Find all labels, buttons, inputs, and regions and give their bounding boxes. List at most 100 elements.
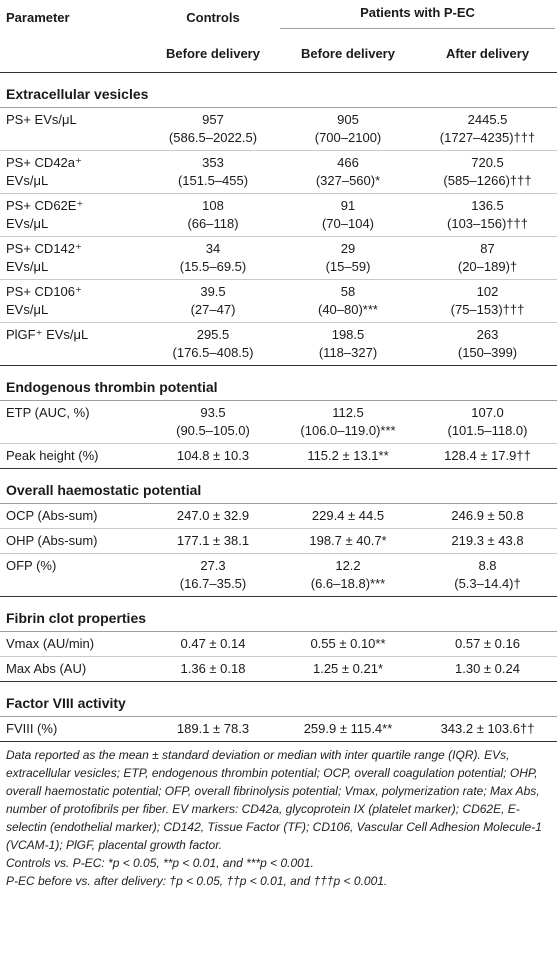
parameter-cell: PS+ CD142⁺ EVs/μL <box>0 236 148 280</box>
table-row: PS+ CD106⁺ EVs/μL 39.5 (27–47) 58 (40–80)*** 1… <box>0 279 557 323</box>
footnote: Data reported as the mean ± standard dev… <box>6 748 542 852</box>
cell-line: OFP (%) <box>6 558 57 573</box>
cell-line: 263 <box>476 327 499 342</box>
cell-line: 1.36 ± 0.18 <box>180 661 246 676</box>
parameter-cell: OHP (Abs-sum) <box>0 528 148 554</box>
cell-line: 34 <box>205 241 221 256</box>
cell-line: 8.8 <box>478 558 497 573</box>
controls-cell: 1.36 ± 0.18 <box>148 656 278 682</box>
cell-line: (40–80)*** <box>318 302 378 317</box>
cell-line: 2445.5 <box>467 112 508 127</box>
cell-line: Max Abs (AU) <box>6 661 87 676</box>
cell-line: (66–118) <box>187 216 239 231</box>
cell-line: EVs/μL <box>6 302 49 317</box>
cell-line: (103–156)††† <box>447 216 528 231</box>
header-patients-after: After delivery <box>418 34 557 73</box>
cell-line: 0.55 ± 0.10** <box>310 636 386 651</box>
cell-line: (106.0–119.0)*** <box>300 423 396 438</box>
before-delivery-cell: 115.2 ± 13.1** <box>278 443 418 469</box>
cell-line: 39.5 <box>200 284 226 299</box>
cell-line: PS+ CD106⁺ <box>6 284 82 299</box>
cell-line: EVs/μL <box>6 173 49 188</box>
cell-line: 905 <box>337 112 359 127</box>
cell-line: 91 <box>340 198 356 213</box>
table-body: Extracellular vesicles PS+ EVs/μL 957 (586.… <box>0 72 557 742</box>
cell-line: 112.5 <box>332 405 364 420</box>
cell-line: 12.2 <box>335 558 361 573</box>
before-delivery-cell: 198.5 (118–327) <box>278 322 418 366</box>
cell-line: 107.0 <box>471 405 504 420</box>
before-delivery-cell: 58 (40–80)*** <box>278 279 418 323</box>
cell-line: Peak height (%) <box>6 448 99 463</box>
cell-line: 102 <box>476 284 499 299</box>
table-row: Peak height (%) 104.8 ± 10.3 115.2 ± 13.1*… <box>0 443 557 469</box>
cell-line: 115.2 ± 13.1** <box>307 448 389 463</box>
after-delivery-cell: 102 (75–153)††† <box>418 279 557 323</box>
section-row: Fibrin clot properties <box>0 596 557 632</box>
parameter-cell: PS+ CD42a⁺ EVs/μL <box>0 150 148 194</box>
table-row: ETP (AUC, %) 93.5 (90.5–105.0) 112.5 (106.0–… <box>0 400 557 444</box>
cell-line: (5.3–14.4)† <box>454 576 521 591</box>
before-delivery-cell: 1.25 ± 0.21* <box>278 656 418 682</box>
cell-line: 0.57 ± 0.16 <box>455 636 520 651</box>
controls-cell: 177.1 ± 38.1 <box>148 528 278 554</box>
cell-line: (15–59) <box>325 259 371 274</box>
cell-line: (585–1266)††† <box>443 173 532 188</box>
cell-line: 189.1 ± 78.3 <box>176 721 250 736</box>
header-controls: Controls <box>186 9 240 25</box>
controls-cell: 957 (586.5–2022.5) <box>148 107 278 151</box>
controls-cell: 189.1 ± 78.3 <box>148 716 278 742</box>
controls-cell: 27.3 (16.7–35.5) <box>148 553 278 597</box>
cell-line: (1727–4235)††† <box>439 130 536 145</box>
section-title: Extracellular vesicles <box>0 72 557 108</box>
before-delivery-cell: 198.7 ± 40.7* <box>278 528 418 554</box>
cell-line: (70–104) <box>321 216 375 231</box>
cell-line: 27.3 <box>200 558 226 573</box>
after-delivery-cell: 8.8 (5.3–14.4)† <box>418 553 557 597</box>
controls-cell: 353 (151.5–455) <box>148 150 278 194</box>
section-row: Extracellular vesicles <box>0 72 557 108</box>
cell-line: PS+ CD142⁺ <box>6 241 82 256</box>
controls-cell: 34 (15.5–69.5) <box>148 236 278 280</box>
table-footnotes: Data reported as the mean ± standard dev… <box>0 742 557 890</box>
before-delivery-cell: 466 (327–560)* <box>278 150 418 194</box>
cell-line: 198.5 <box>331 327 365 342</box>
before-delivery-cell: 229.4 ± 44.5 <box>278 503 418 529</box>
cell-line: (16.7–35.5) <box>179 576 247 591</box>
cell-line: (6.6–18.8)*** <box>310 576 386 591</box>
after-delivery-cell: 343.2 ± 103.6†† <box>418 716 557 742</box>
results-table: Parameter Controls Patients with P-EC Be… <box>0 5 557 742</box>
after-delivery-cell: 720.5 (585–1266)††† <box>418 150 557 194</box>
cell-line: EVs/μL <box>6 216 49 231</box>
cell-line: 177.1 ± 38.1 <box>176 533 250 548</box>
after-delivery-cell: 2445.5 (1727–4235)††† <box>418 107 557 151</box>
cell-line: 93.5 <box>200 405 226 420</box>
after-delivery-cell: 107.0 (101.5–118.0) <box>418 400 557 444</box>
after-delivery-cell: 1.30 ± 0.24 <box>418 656 557 682</box>
section-title: Factor VIII activity <box>0 681 557 717</box>
header-controls-before: Before delivery <box>148 34 278 73</box>
after-delivery-cell: 128.4 ± 17.9†† <box>418 443 557 469</box>
controls-cell: 93.5 (90.5–105.0) <box>148 400 278 444</box>
table-row: PS+ CD142⁺ EVs/μL 34 (15.5–69.5) 29 (15–59) 87… <box>0 236 557 280</box>
section-title: Fibrin clot properties <box>0 596 557 632</box>
cell-line: 720.5 <box>471 155 504 170</box>
controls-cell: 39.5 (27–47) <box>148 279 278 323</box>
after-delivery-cell: 136.5 (103–156)††† <box>418 193 557 237</box>
parameter-cell: PS+ EVs/μL <box>0 107 148 151</box>
table-row: Max Abs (AU) 1.36 ± 0.18 1.25 ± 0.21* 1.30 … <box>0 656 557 682</box>
header-row-2: Before delivery Before delivery After de… <box>0 34 557 73</box>
controls-cell: 108 (66–118) <box>148 193 278 237</box>
parameter-cell: Peak height (%) <box>0 443 148 469</box>
cell-line: (151.5–455) <box>177 173 249 188</box>
parameter-cell: ETP (AUC, %) <box>0 400 148 444</box>
header-blank <box>0 34 148 73</box>
header-patients-label: Patients with P-EC <box>280 5 556 29</box>
cell-line: 466 <box>337 155 359 170</box>
parameter-cell: PS+ CD62E⁺ EVs/μL <box>0 193 148 237</box>
cell-line: 136.5 <box>471 198 504 213</box>
cell-line: 259.9 ± 115.4** <box>303 721 393 736</box>
parameter-cell: PS+ CD106⁺ EVs/μL <box>0 279 148 323</box>
cell-line: 58 <box>340 284 356 299</box>
cell-line: 0.47 ± 0.14 <box>180 636 246 651</box>
